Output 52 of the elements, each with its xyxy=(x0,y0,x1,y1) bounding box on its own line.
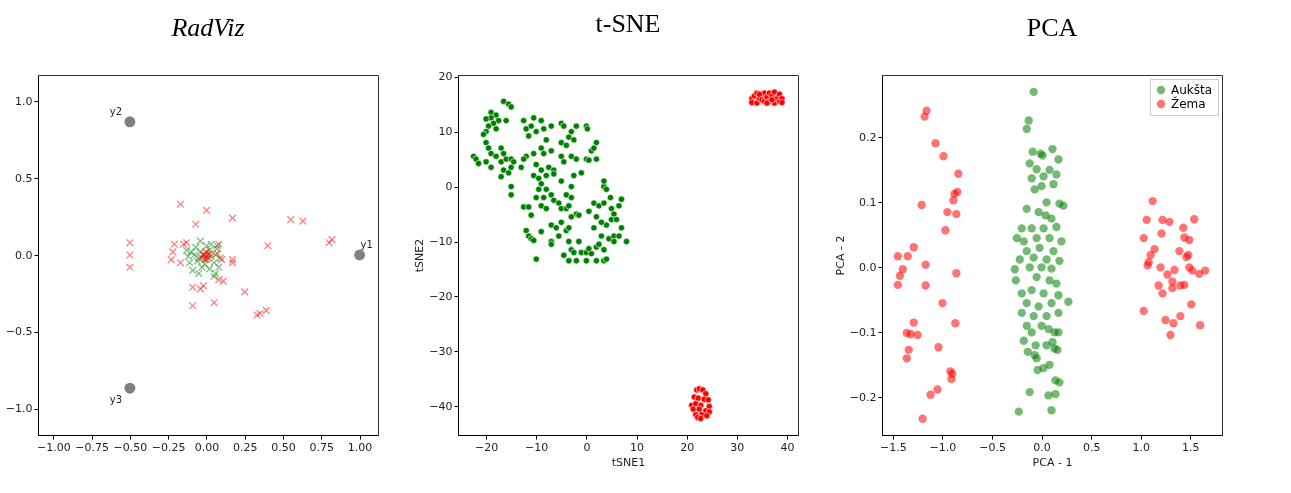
y-tick-label: 20 xyxy=(438,70,453,84)
chart-title: PCA xyxy=(1026,13,1078,42)
y-tick-label: 0 xyxy=(445,180,453,194)
x-tick-label: 0.75 xyxy=(309,440,335,454)
x-tick-label: −0.25 xyxy=(151,440,186,454)
y-tick-label: 0.0 xyxy=(15,248,33,262)
x-tick-label: −1.00 xyxy=(36,440,71,454)
x-tick-label: 40 xyxy=(780,440,795,454)
y-tick-label: −1.0 xyxy=(5,402,33,416)
x-axis-title: PCA - 1 xyxy=(1032,455,1073,469)
x-tick-label: 0.5 xyxy=(1082,440,1101,454)
y-axis-title: tSNE2 xyxy=(413,238,427,273)
x-tick-label: −10 xyxy=(525,440,549,454)
chart-title: RadViz xyxy=(170,13,245,42)
x-tick-label: 0.0 xyxy=(1033,440,1051,454)
x-tick-label: −0.75 xyxy=(75,440,109,454)
y-tick-label: −20 xyxy=(429,290,453,303)
y-tick-label: −0.1 xyxy=(849,325,877,339)
x-axis-title: tSNE1 xyxy=(611,455,646,469)
legend-label: Aukšta xyxy=(1171,83,1213,97)
x-tick-label: 10 xyxy=(630,440,645,454)
y-tick-label: 0.5 xyxy=(15,171,33,185)
data-label: y3 xyxy=(109,394,123,406)
y-tick-label: 0.1 xyxy=(859,195,877,209)
y-tick-label: −40 xyxy=(429,399,453,413)
y-tick-label: 0.2 xyxy=(859,130,877,144)
x-tick-label: 0.25 xyxy=(233,440,258,454)
x-tick-label: −0.5 xyxy=(979,440,1006,454)
x-tick-label: −1.0 xyxy=(929,440,957,454)
x-tick-label: 0 xyxy=(583,440,591,454)
x-tick-label: 1.00 xyxy=(347,440,373,454)
y-tick-label: −10 xyxy=(429,235,453,249)
y-axis-title: PCA - 2 xyxy=(833,235,847,276)
x-tick-label: −20 xyxy=(474,440,499,454)
y-tick-label: −0.2 xyxy=(849,390,877,404)
x-tick-label: −1.5 xyxy=(880,440,907,454)
chart-title: t-SNE xyxy=(595,8,661,38)
x-tick-label: 1.0 xyxy=(1132,440,1150,454)
y-tick-label: 10 xyxy=(438,125,453,139)
x-tick-label: 30 xyxy=(730,440,745,454)
x-tick-label: 20 xyxy=(680,440,695,454)
y-tick-label: 1.0 xyxy=(15,94,33,108)
y-tick-label: −0.5 xyxy=(5,325,33,339)
y-tick-label: 0.0 xyxy=(859,260,877,274)
y-tick-label: −30 xyxy=(429,344,453,358)
x-tick-label: 1.5 xyxy=(1182,440,1200,454)
data-label: y2 xyxy=(109,105,123,117)
x-tick-label: −0.50 xyxy=(113,440,148,454)
data-label: y1 xyxy=(360,239,373,250)
legend-label: Žema xyxy=(1171,96,1206,111)
x-tick-label: 0.00 xyxy=(194,440,220,454)
x-tick-label: 0.50 xyxy=(271,440,296,454)
